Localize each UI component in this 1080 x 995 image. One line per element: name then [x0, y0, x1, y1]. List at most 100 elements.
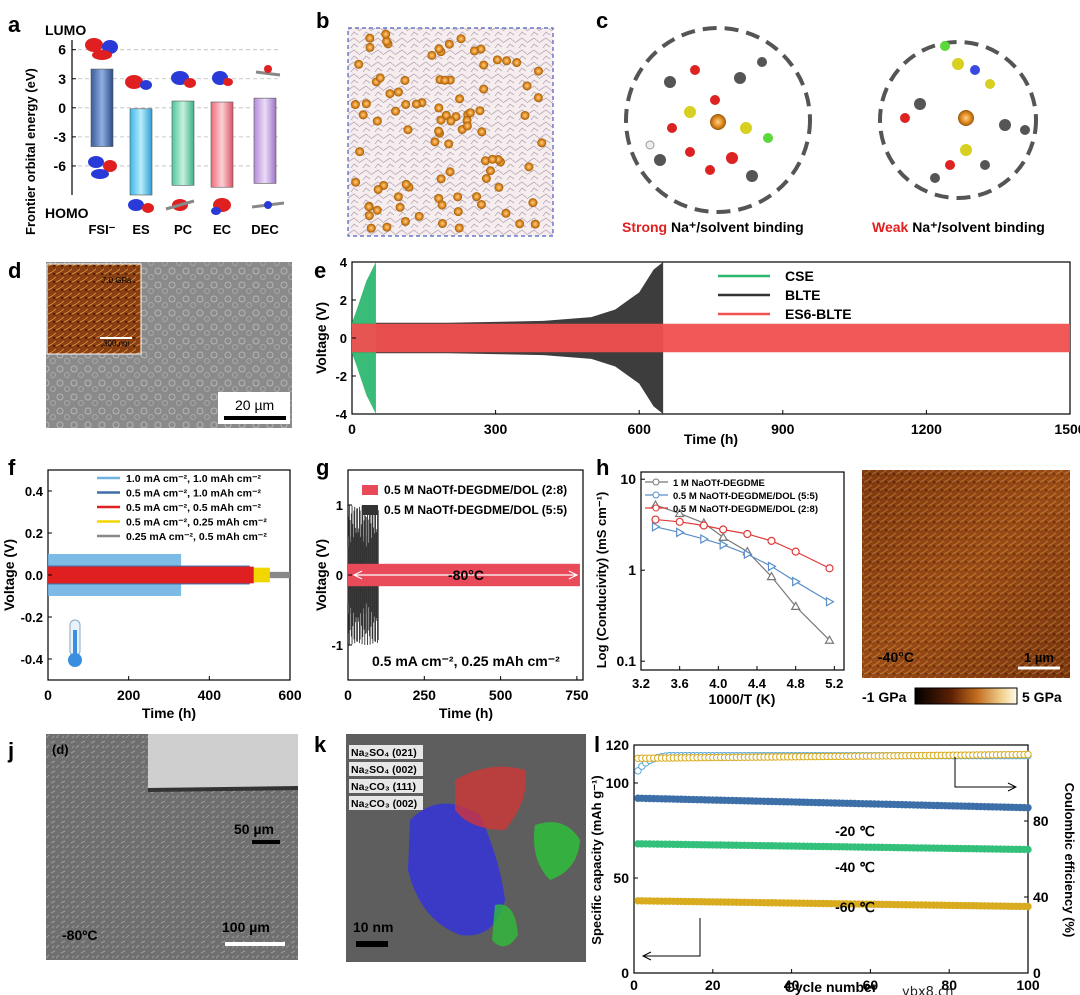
data-point: [1024, 902, 1032, 911]
ytick-label: 120: [606, 737, 630, 753]
na-ion: [365, 42, 375, 52]
na-ion: [434, 44, 444, 54]
xtick-label: 80: [941, 977, 957, 993]
na-ion: [434, 193, 444, 203]
y2tick-label: 0: [1033, 965, 1041, 981]
panel-e-legend: CSE BLTE ES6-BLTE: [718, 268, 852, 322]
na-ion: [427, 50, 437, 60]
panel-a-bars: [90, 68, 277, 196]
ytick-label: 3: [58, 71, 66, 87]
series-label: -20 ℃: [835, 823, 875, 839]
marker: [651, 521, 661, 532]
marker: [719, 539, 729, 550]
na-ion: [393, 87, 403, 97]
data-point: [634, 767, 642, 775]
xtick-label: 40: [784, 977, 800, 993]
na-ion: [385, 89, 395, 99]
panel-g-legend: 0.5 M NaOTf-DEGDME/DOL (2:8) 0.5 M NaOTf-…: [362, 483, 567, 517]
panel-l-labels: -20 ℃ -40 ℃ -60 ℃: [835, 823, 875, 915]
ytick-label: 6: [58, 42, 66, 58]
homo-label: HOMO: [45, 205, 89, 221]
temperature-annotation: -80°C: [448, 567, 484, 583]
ytick-label: 10: [620, 471, 636, 487]
ytick-label: -3: [54, 129, 67, 145]
xtick-label: 0: [44, 687, 52, 703]
na-ion: [515, 219, 525, 229]
panel-g-series: [347, 505, 580, 645]
na-ion: [365, 33, 375, 43]
na-ion: [400, 216, 410, 226]
xtick-label: 4.8: [787, 676, 805, 691]
ytick-label: 2: [340, 293, 347, 308]
marker: [719, 525, 728, 534]
marker: [825, 564, 834, 573]
na-ion: [430, 137, 440, 147]
colorbar-max: 5 GPa: [1022, 689, 1062, 705]
xtick-label: 750: [565, 687, 589, 703]
panel-label-d: d: [8, 258, 21, 283]
species-label: ES: [132, 222, 150, 237]
ytick-label: 0.1: [617, 653, 637, 669]
y2tick-label: 40: [1033, 889, 1049, 905]
y2tick-label: 80: [1033, 813, 1049, 829]
na-ion: [437, 219, 447, 229]
colorbar-min: -1 GPa: [862, 689, 907, 705]
panel-h-axes: 3.2 3.6 4.0 4.4 4.8 5.2 10 1 0.1 1000/T (K) Log (C…: [594, 471, 843, 707]
na-ion: [455, 94, 465, 104]
na-ion: [358, 110, 368, 120]
legend-text: CSE: [785, 268, 814, 284]
xlabel: Time (h): [684, 431, 738, 447]
panel-h: h 3.2 3.6 4.0 4.4 4.8 5.2 10 1 0.1 1000/T (K) Log …: [594, 455, 845, 707]
ytick-label: 0: [621, 965, 629, 981]
panel-e: e 0 300 600 900 1200 1500 4 2 0 -2 -4 Time (h) Volta…: [313, 255, 1080, 447]
na-ion: [366, 223, 376, 233]
scale-text-d: 20 µm: [235, 397, 274, 413]
panel-j-scale: 100 µm: [222, 919, 270, 935]
na-ion: [481, 173, 491, 183]
panel-label-c: c: [596, 8, 608, 33]
series-line: [655, 504, 830, 641]
panel-g-axes: 0 250 500 750 1 0 -1 Time (h) Voltage (V) -80°C: [313, 498, 589, 721]
na-ion: [350, 100, 360, 110]
xlabel: Cycle number: [785, 979, 878, 995]
na-ions: [350, 29, 547, 233]
na-ion: [351, 177, 361, 187]
na-ion: [533, 66, 543, 76]
xtick-label: 20: [705, 977, 721, 993]
arrow-to-right-axis: [954, 757, 1015, 788]
panel-l-series: [634, 750, 1032, 911]
legend-text: ES6-BLTE: [785, 306, 852, 322]
panel-label-k: k: [314, 732, 327, 757]
ytick-label: 0.2: [25, 526, 43, 541]
panel-label-e: e: [314, 258, 326, 283]
legend-text: 1.0 mA cm⁻², 1.0 mAh cm⁻²: [126, 473, 261, 485]
panel-g-condition: 0.5 mA cm⁻², 0.25 mAh cm⁻²: [372, 653, 560, 669]
phase-label: Na₂SO₄ (002): [351, 764, 417, 776]
label-bg: [349, 745, 423, 759]
na-ion: [444, 39, 454, 49]
ytick-label: 0: [58, 100, 66, 116]
na-ion: [492, 55, 502, 65]
panel-j-temp: -80ºC: [62, 927, 97, 943]
panel-f-legend: 1.0 mA cm⁻², 1.0 mAh cm⁻² 0.5 mA cm⁻², 1.…: [97, 473, 267, 543]
na-ion: [381, 29, 391, 39]
species-label: DEC: [251, 222, 279, 237]
panel-h-legend: 1 M NaOTf-DEGDME 0.5 M NaOTf-DEGDME/DOL (…: [645, 478, 818, 515]
marker: [792, 576, 801, 587]
na-ion: [465, 108, 475, 118]
xtick-label: 1200: [911, 421, 942, 437]
legend-swatch: [362, 485, 378, 495]
ytick-label: 0.0: [25, 568, 43, 583]
marker: [743, 549, 753, 560]
panel-j: j (d) 50 µm -80ºC 100 µm: [7, 734, 299, 960]
legend-text: 0.5 M NaOTf-DEGDME/DOL (5:5): [384, 503, 567, 517]
phase-labels: Na₂SO₄ (021) Na₂SO₄ (002) Na₂CO₃ (111) Na₂C…: [349, 745, 423, 810]
legend-swatch: [362, 505, 378, 515]
xlabel: 1000/T (K): [709, 691, 776, 707]
na-ion: [400, 75, 410, 85]
na-ion: [502, 56, 512, 66]
marker: [699, 521, 708, 530]
panel-a-yticks: 6 3 0 -3 -6: [54, 42, 278, 174]
band: [249, 567, 270, 583]
xtick-label: 0: [630, 977, 638, 993]
